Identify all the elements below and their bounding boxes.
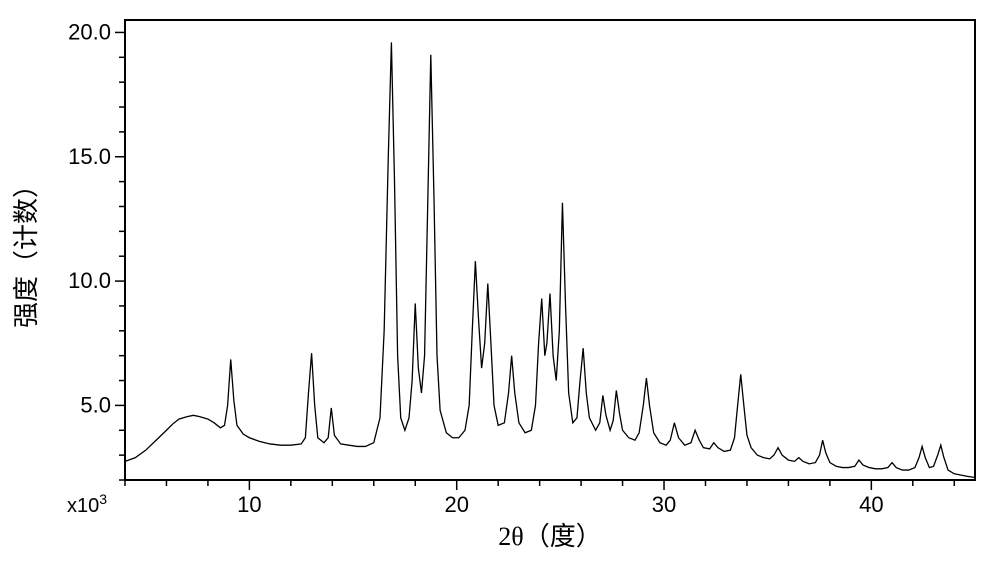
xrd-pattern-line — [125, 42, 975, 477]
y-tick-label: 10.0 — [68, 268, 111, 293]
x-tick-label: 40 — [859, 492, 883, 517]
x-tick-label: 10 — [237, 492, 261, 517]
y-tick-label: 5.0 — [80, 392, 111, 417]
chart-svg: 10 20 30 40 5.0 10.0 15.0 20.0 x103 2θ（度） 强度（计数） — [0, 0, 1000, 568]
xrd-chart: 10 20 30 40 5.0 10.0 15.0 20.0 x103 2θ（度） 强度（计数） — [0, 0, 1000, 568]
y-tick-label: 15.0 — [68, 144, 111, 169]
plot-border — [125, 20, 975, 480]
y-tick-label: 20.0 — [68, 19, 111, 44]
x-tick-label: 30 — [652, 492, 676, 517]
x-tick-label: 20 — [444, 492, 468, 517]
y-axis-label: 强度（计数） — [12, 172, 41, 328]
x-axis-label: 2θ（度） — [498, 522, 601, 551]
y-exponent-label: x103 — [67, 491, 107, 517]
